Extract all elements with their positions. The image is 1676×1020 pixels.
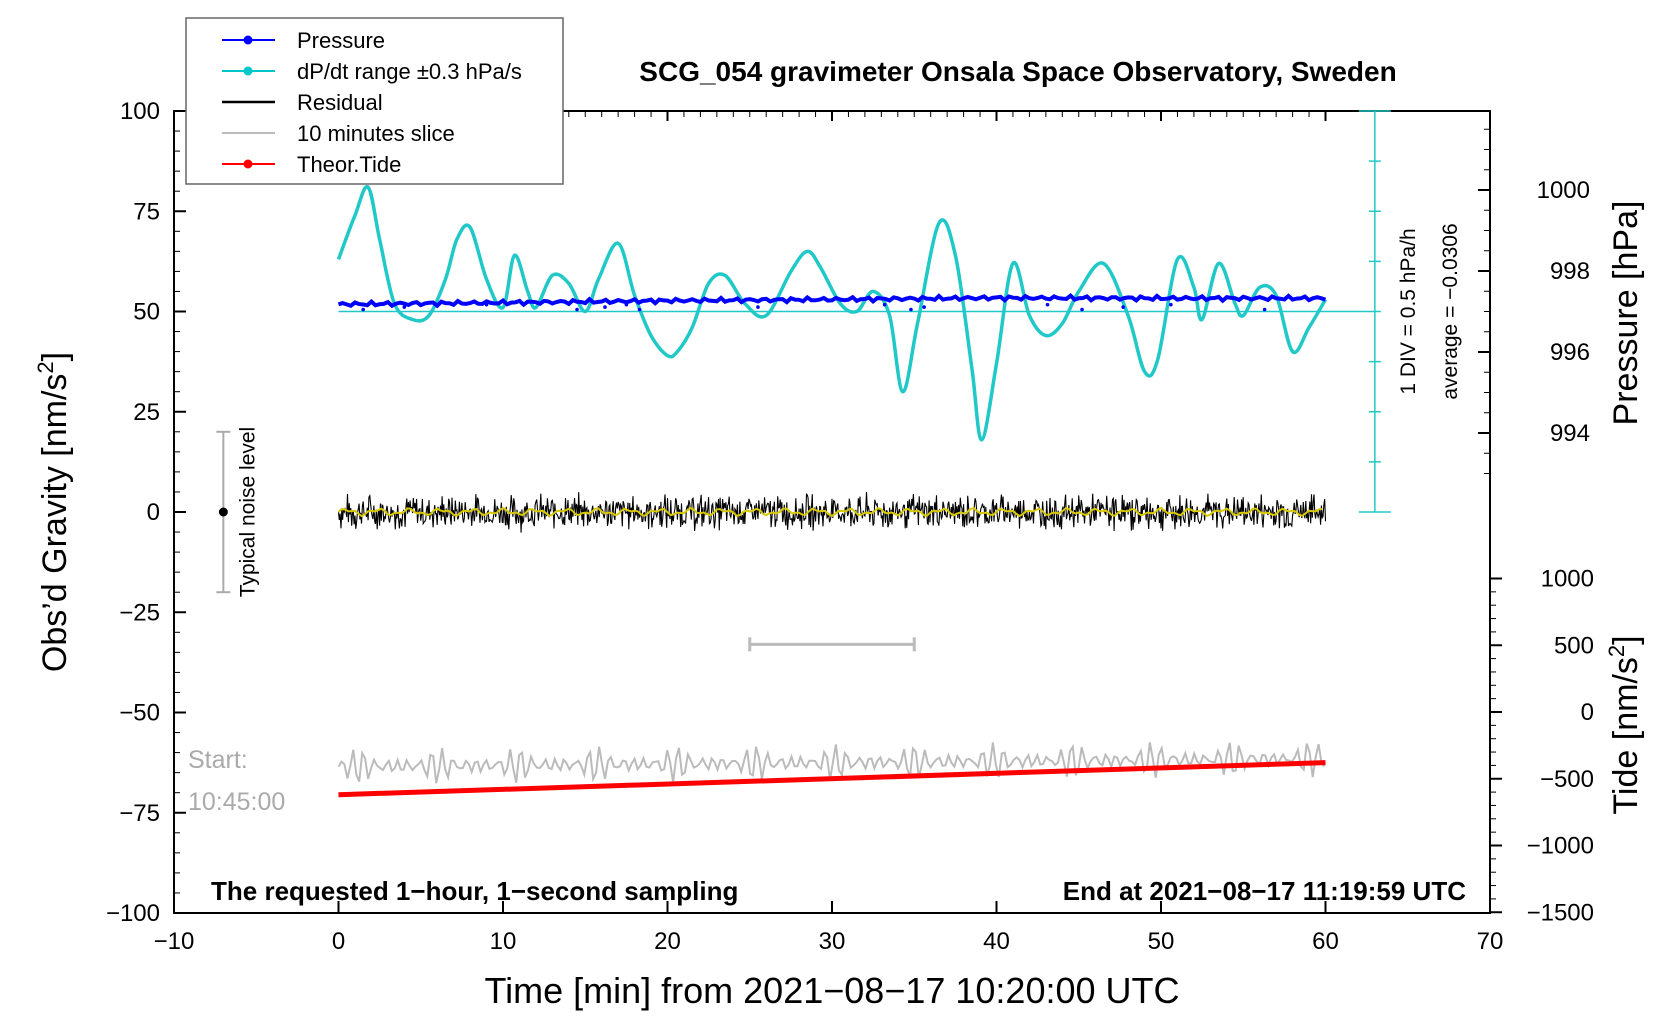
y-axis-left: 100 75 50 25 0 −25 −50 −75 −100	[106, 98, 186, 927]
pressure-outlier-dot	[575, 307, 579, 312]
y-tick-label: 75	[133, 198, 160, 225]
pressure-outlier-dot	[756, 305, 760, 309]
x-axis-label: Time [min] from 2021−08−17 10:20:00 UTC	[484, 970, 1179, 1011]
pressure-outlier-dot	[361, 307, 365, 312]
tide-tick-label: 0	[1581, 699, 1594, 726]
series-residual-smoothed	[337, 506, 1323, 518]
x-tick-label: 10	[490, 928, 517, 955]
x-tick-label: 40	[983, 928, 1010, 955]
y-tick-label: −25	[119, 599, 160, 626]
pressure-outlier-dot	[1169, 302, 1173, 307]
pressure-outlier-dot	[484, 302, 489, 307]
chart-title: SCG_054 gravimeter Onsala Space Observat…	[639, 56, 1396, 87]
x-tick-label: 30	[819, 928, 846, 955]
y-tick-label: −50	[119, 700, 160, 727]
pressure-outlier-dot	[603, 305, 607, 309]
legend-label: Residual	[297, 90, 383, 115]
legend-label: Pressure	[297, 28, 385, 53]
dpdt-div-text: 1 DIV = 0.5 hPa/h	[1397, 228, 1420, 394]
tide-tick-label: −1000	[1527, 833, 1594, 860]
y-tick-label: 0	[147, 499, 160, 526]
legend-label: 10 minutes slice	[297, 121, 455, 146]
y-axis-pressure: 1000 998 996 994	[1478, 128, 1590, 474]
noise-level-bar	[216, 430, 231, 594]
dpdt-scale-bar	[1358, 110, 1391, 513]
y-left-label-main: Obs’d Gravity [nm/s	[36, 374, 74, 673]
series-dpdt	[336, 185, 1328, 442]
y-axis-tide: 1000 500 0 −500 −1000 −1500	[1490, 566, 1594, 926]
x-tick-label: 50	[1148, 928, 1175, 955]
footer-left: The requested 1−hour, 1−second sampling	[211, 876, 738, 906]
y-tick-label: −100	[106, 900, 160, 927]
y-tick-label: 100	[120, 98, 160, 125]
footer-right: End at 2021−08−17 11:19:59 UTC	[1063, 876, 1466, 906]
y-axis-left-label: Obs’d Gravity [nm/s2]	[33, 352, 74, 672]
y-left-label-tail: ]	[36, 352, 74, 361]
x-tick-label: 0	[332, 928, 345, 955]
tide-tick-label: −1500	[1527, 899, 1594, 926]
pressure-outlier-dot	[1121, 305, 1125, 309]
x-axis: −10 0 10 20 30 40 50 60 70	[154, 111, 1504, 955]
y-axis-pressure-label: Pressure [hPa]	[1607, 201, 1645, 426]
x-tick-label: 20	[654, 928, 681, 955]
pressure-outliers	[361, 302, 1267, 312]
start-time-label: 10:45:00	[188, 788, 285, 816]
noise-level-label: Typical noise level	[236, 427, 259, 597]
y-tick-label: 50	[133, 299, 160, 326]
legend-marker	[243, 35, 253, 45]
pressure-tick-label: 998	[1550, 258, 1590, 285]
pressure-outlier-dot	[1262, 307, 1267, 312]
series-pressure	[337, 293, 1327, 309]
tide-label-main: Tide [nm/s	[1607, 657, 1645, 814]
x-tick-label: 60	[1312, 928, 1339, 955]
slice-indicator	[748, 637, 916, 652]
pressure-tick-label: 1000	[1537, 177, 1590, 204]
y-left-label-sup: 2	[33, 361, 58, 373]
pressure-outlier-dot	[922, 305, 926, 309]
pressure-tick-label: 994	[1550, 420, 1590, 447]
dpdt-average-text: average = −0.0306	[1439, 223, 1462, 399]
legend-marker	[243, 66, 253, 76]
x-tick-label: −10	[154, 928, 195, 955]
pressure-outlier-dot	[1080, 307, 1084, 312]
x-tick-label: 70	[1477, 928, 1504, 955]
tide-label-sup: 2	[1604, 645, 1629, 657]
series-residual	[337, 492, 1327, 533]
pressure-outlier-dot	[1045, 302, 1050, 307]
tide-label-tail: ]	[1607, 635, 1645, 644]
series-10min-slice	[337, 742, 1326, 784]
y-axis-tide-label: Tide [nm/s2]	[1604, 635, 1645, 814]
pressure-outlier-dot	[637, 307, 642, 312]
start-label: Start:	[188, 746, 248, 774]
pressure-outlier-dot	[909, 307, 913, 312]
tide-tick-label: 1000	[1541, 566, 1594, 593]
pressure-outlier-dot	[402, 305, 407, 309]
tide-tick-label: −500	[1540, 766, 1594, 793]
y-tick-label: 25	[133, 399, 160, 426]
y-tick-label: −75	[119, 800, 160, 827]
pressure-outlier-dot	[882, 302, 887, 307]
legend-label: dP/dt range ±0.3 hPa/s	[297, 59, 522, 84]
legend: Pressure dP/dt range ±0.3 hPa/s Residual 10…	[185, 17, 564, 185]
pressure-outlier-dot	[624, 302, 629, 307]
pressure-tick-label: 996	[1550, 339, 1590, 366]
noise-bar-dot	[218, 507, 228, 517]
series-theor-tide	[338, 760, 1326, 798]
legend-label: Theor.Tide	[297, 152, 401, 177]
tide-tick-label: 500	[1554, 632, 1594, 659]
legend-marker	[243, 159, 253, 169]
